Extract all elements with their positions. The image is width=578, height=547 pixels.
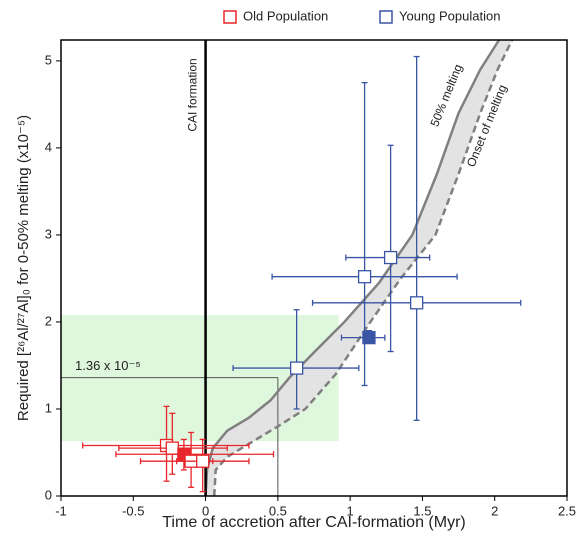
y-tick-label: 5 — [45, 52, 52, 67]
data-point — [357, 270, 372, 284]
data-point — [290, 361, 304, 375]
y-tick-label: 4 — [45, 139, 52, 154]
data-point — [409, 296, 424, 310]
x-tick-label: -0.5 — [122, 503, 144, 518]
x-tick-label: 1 — [347, 503, 354, 518]
y-tick-label: 0 — [45, 487, 52, 502]
data-point — [165, 441, 179, 455]
reference-label: 1.36 x 10⁻⁵ — [75, 358, 141, 373]
x-tick-label: 2.5 — [558, 503, 576, 518]
legend-marker — [379, 10, 393, 24]
x-axis-label: Time of accretion after CAI-formation (M… — [162, 514, 465, 531]
y-axis-label: Required [²⁶Al/²⁷Al]₀ for 0-50% melting … — [15, 115, 32, 421]
x-tick-label: -1 — [55, 503, 67, 518]
y-tick-label: 3 — [45, 226, 52, 241]
cai-label: CAI formation — [186, 58, 200, 131]
x-tick-label: 0.5 — [269, 503, 287, 518]
legend-marker — [223, 10, 237, 24]
melting-curve — [204, 39, 501, 497]
data-point — [362, 330, 376, 345]
x-tick-label: 0 — [202, 503, 209, 518]
y-tick-label: 2 — [45, 313, 52, 328]
data-point — [383, 250, 398, 265]
data-point — [196, 454, 210, 468]
legend-label: Old Population — [243, 8, 328, 23]
plot-frame — [60, 39, 568, 497]
legend-label: Young Population — [399, 8, 500, 23]
x-tick-label: 2 — [491, 503, 498, 518]
melting-band — [205, 40, 513, 496]
y-tick-label: 1 — [45, 400, 52, 415]
x-tick-label: 1.5 — [413, 503, 431, 518]
